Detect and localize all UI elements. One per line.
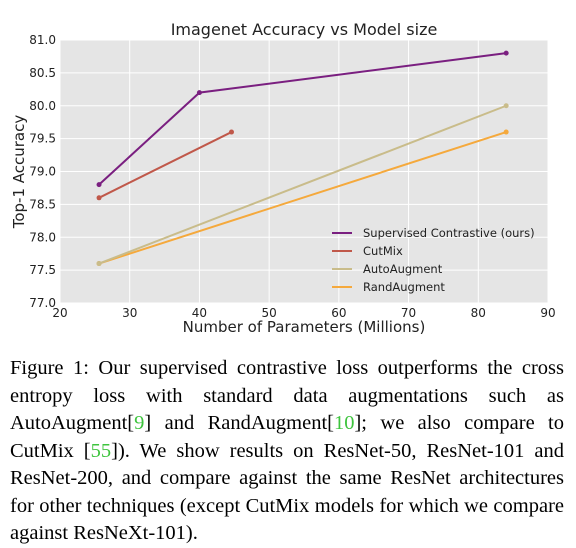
series-line	[98, 131, 232, 199]
citation-link-10[interactable]: 10	[333, 412, 355, 434]
x-tick-label: 60	[331, 306, 346, 320]
figure-caption: Figure 1: Our supervised contrastive los…	[10, 355, 564, 548]
series-line	[98, 131, 507, 265]
y-tick-label: 77.0	[29, 296, 56, 310]
caption-text-2: ] and RandAugment[	[144, 412, 334, 434]
caption-text-3: ]; we also compare to CutMix [	[10, 412, 564, 462]
data-point	[228, 129, 234, 135]
legend-label: Supervised Contrastive (ours)	[363, 226, 535, 240]
data-point	[96, 182, 102, 188]
accuracy-line-chart: 20 30 40 50 60 70 80 90 77.0 77.5 78.0 78.5 79.0 79.5…	[10, 20, 556, 336]
data-point	[503, 129, 509, 135]
x-tick-label: 30	[122, 306, 137, 320]
x-tick-label: 90	[540, 306, 555, 320]
citation-link-55[interactable]: 55	[90, 439, 112, 462]
data-point	[196, 90, 202, 96]
y-tick-label: 78.0	[29, 230, 56, 244]
x-tick-label: 20	[52, 306, 67, 320]
y-tick-label: 79.0	[29, 165, 56, 179]
y-tick-label: 81.0	[29, 33, 56, 47]
citation-link-9[interactable]: 9	[134, 412, 145, 434]
legend-label: CutMix	[363, 244, 403, 258]
data-point	[96, 195, 102, 201]
x-axis-label: Number of Parameters (Millions)	[183, 318, 426, 336]
x-tick-label: 70	[401, 306, 416, 320]
y-tick-label: 80.5	[29, 66, 56, 80]
data-point	[503, 103, 509, 109]
x-tick-label: 50	[262, 306, 277, 320]
chart-title: Imagenet Accuracy vs Model size	[171, 20, 438, 39]
data-point	[96, 261, 102, 267]
y-axis-label: Top-1 Accuracy	[10, 115, 28, 230]
legend-label: RandAugment	[363, 280, 445, 294]
series-line	[98, 104, 507, 265]
legend-label: AutoAugment	[363, 262, 443, 276]
chart-container: 20 30 40 50 60 70 80 90 77.0 77.5 78.0 78.5 79.0 79.5…	[10, 20, 556, 336]
y-tick-label: 77.5	[29, 263, 56, 277]
y-tick-label: 80.0	[29, 99, 56, 113]
y-tick-label: 78.5	[29, 197, 56, 211]
caption-text-4: ]). We show results on ResNet-50, ResNet…	[10, 439, 564, 545]
y-tick-label: 79.5	[29, 132, 56, 146]
data-point	[503, 50, 509, 56]
x-tick-label: 40	[192, 306, 207, 320]
caption-text-1: Figure 1: Our supervised contrastive los…	[10, 357, 564, 434]
x-tick-label: 80	[471, 306, 486, 320]
